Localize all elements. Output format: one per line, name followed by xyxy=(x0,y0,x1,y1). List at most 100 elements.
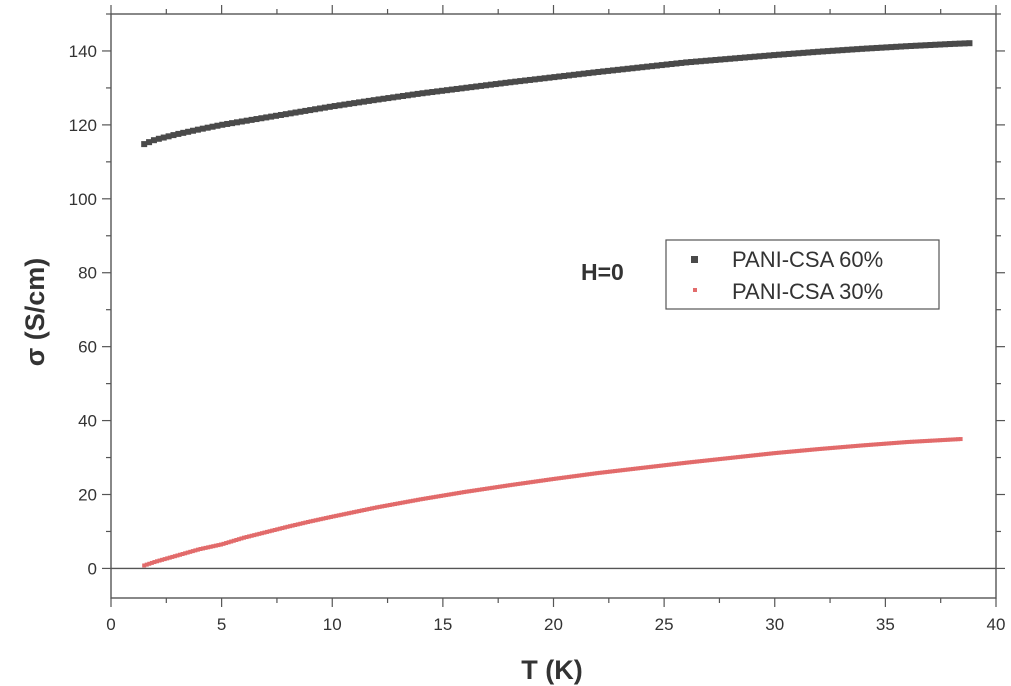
data-point xyxy=(671,462,676,467)
data-point xyxy=(375,505,380,510)
data-point xyxy=(224,541,229,546)
data-point xyxy=(600,470,605,475)
data-point xyxy=(575,71,582,78)
y-tick-label: 120 xyxy=(69,116,97,135)
data-point xyxy=(629,65,636,72)
data-point xyxy=(216,543,221,548)
data-point xyxy=(421,496,426,501)
data-point xyxy=(620,468,625,473)
data-point xyxy=(536,75,543,82)
data-point xyxy=(590,471,595,476)
data-point xyxy=(277,111,284,118)
data-point xyxy=(904,440,909,445)
data-point xyxy=(208,544,213,549)
data-point xyxy=(766,451,771,456)
data-point xyxy=(863,443,868,448)
data-point xyxy=(572,474,577,479)
data-point xyxy=(868,45,875,52)
data-point xyxy=(204,124,211,131)
data-point xyxy=(307,107,314,114)
data-point xyxy=(434,88,441,95)
data-point xyxy=(462,490,467,495)
data-point xyxy=(538,478,543,483)
data-point xyxy=(922,439,927,444)
data-point xyxy=(142,563,147,568)
data-point xyxy=(354,509,359,514)
data-point xyxy=(497,484,502,489)
data-point xyxy=(185,128,192,135)
data-point xyxy=(226,540,231,545)
data-point xyxy=(147,561,152,566)
data-point xyxy=(239,536,244,541)
data-point xyxy=(736,54,743,61)
data-point xyxy=(902,43,909,50)
data-point xyxy=(858,443,863,448)
data-point xyxy=(326,103,333,110)
data-point xyxy=(722,56,729,63)
data-point xyxy=(848,444,853,449)
data-point xyxy=(912,439,917,444)
data-point xyxy=(746,453,751,458)
data-point xyxy=(966,40,973,47)
data-point xyxy=(692,459,697,464)
data-point xyxy=(536,479,541,484)
data-point xyxy=(743,454,748,459)
data-point xyxy=(293,522,298,527)
data-point xyxy=(694,459,699,464)
data-point xyxy=(546,74,553,81)
data-point xyxy=(707,458,712,463)
data-point xyxy=(609,67,616,74)
data-point xyxy=(162,557,167,562)
data-point xyxy=(160,557,165,562)
data-point xyxy=(789,449,794,454)
data-point xyxy=(861,443,866,448)
data-point xyxy=(244,535,249,540)
data-point xyxy=(958,437,963,442)
axis-ticks: 0 5 10 15 20 25 30 35 40 0 20 40 60 80 100 120 140 xyxy=(69,5,1005,634)
data-point xyxy=(799,448,804,453)
data-point xyxy=(705,458,710,463)
data-point xyxy=(482,486,487,491)
data-point xyxy=(871,442,876,447)
data-point xyxy=(236,537,241,542)
data-point xyxy=(211,544,216,549)
data-point xyxy=(369,506,374,511)
legend-label-pani-csa-30: PANI-CSA 30% xyxy=(732,279,883,304)
data-point xyxy=(751,53,758,60)
data-point xyxy=(419,90,426,97)
data-point xyxy=(663,61,670,68)
data-point xyxy=(273,112,280,119)
data-point xyxy=(357,509,362,514)
data-point xyxy=(602,470,607,475)
data-point xyxy=(834,47,841,54)
legend: H=0 PANI-CSA 60% PANI-CSA 30% xyxy=(581,239,940,310)
data-point xyxy=(644,63,651,70)
data-point xyxy=(331,103,338,110)
data-point xyxy=(794,449,799,454)
data-point xyxy=(574,473,579,478)
data-point xyxy=(942,41,949,48)
data-point xyxy=(467,489,472,494)
data-point xyxy=(518,481,523,486)
data-point xyxy=(405,499,410,504)
data-point xyxy=(881,441,886,446)
data-point xyxy=(748,453,753,458)
data-point xyxy=(203,545,208,550)
data-point xyxy=(528,480,533,485)
data-point xyxy=(564,475,569,480)
data-point xyxy=(399,92,406,99)
data-point xyxy=(458,85,465,92)
data-point xyxy=(198,546,203,551)
data-point xyxy=(473,83,480,90)
data-point xyxy=(495,485,500,490)
data-point xyxy=(953,437,958,442)
data-point xyxy=(377,504,382,509)
data-point xyxy=(707,57,714,64)
data-point xyxy=(267,529,272,534)
data-point xyxy=(956,40,963,47)
data-point xyxy=(372,505,377,510)
data-point xyxy=(311,518,316,523)
data-point xyxy=(795,50,802,57)
data-point xyxy=(469,488,474,493)
data-point xyxy=(275,527,280,532)
